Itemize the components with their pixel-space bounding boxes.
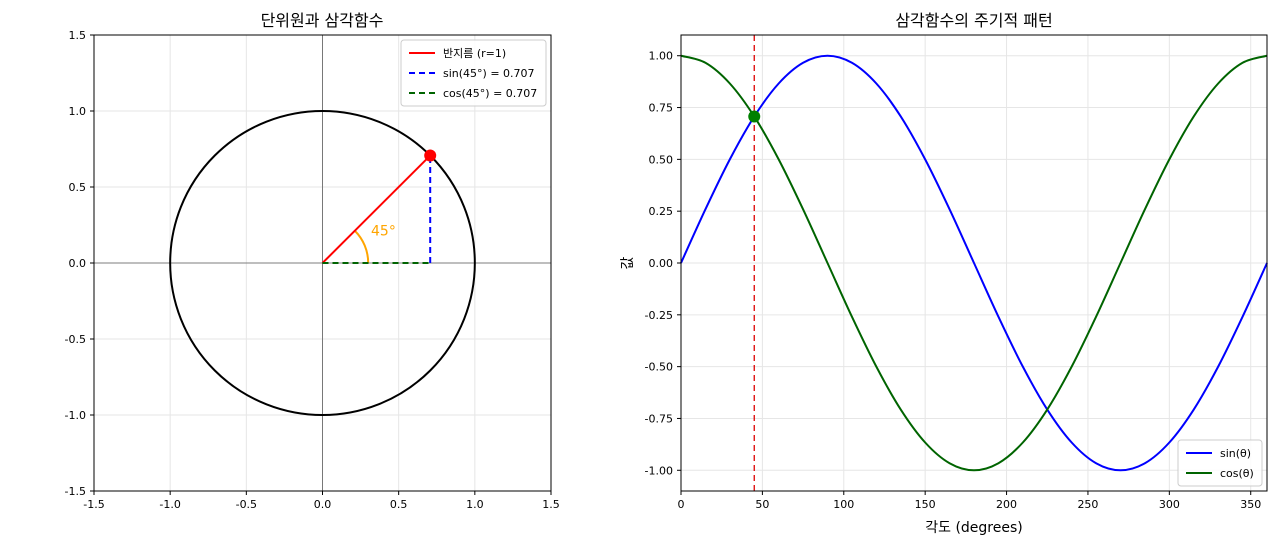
radius-line [321,154,431,264]
unit-circle-x-ticks: -1.5 -1.0 -0.5 0.0 0.5 1.0 1.5 [83,491,560,511]
unit-circle-y-ticks: -1.5 -1.0 -0.5 0.0 0.5 1.0 1.5 [65,29,94,498]
trig-wave-y-ticks: 1.00 0.75 0.50 0.25 0.00 -0.25 -0.50 -0.75 -1.00 [645,50,681,477]
x-tick-label: 0 [678,498,685,511]
unit-circle-title: 단위원과 삼각함수 [261,11,384,30]
legend-label: sin(θ) [1220,447,1251,460]
y-tick-label: -0.75 [645,412,673,425]
x-tick-label: -1.5 [83,498,104,511]
y-tick-label: 0.5 [69,181,87,194]
legend-label: cos(θ) [1220,467,1254,480]
trig-wave-panel: 삼각함수의 주기적 패턴 0 50 100 150 200 250 300 350 1.00 0… [620,11,1268,536]
unit-circle-legend: 반지름 (r=1) sin(45°) = 0.707 cos(45°) = 0.70… [400,39,547,107]
x-tick-label: 1.0 [466,498,484,511]
unit-circle-plot-area [94,35,551,491]
legend-box [1177,439,1263,487]
legend-label: 반지름 (r=1) [443,47,506,60]
x-tick-label: 1.5 [542,498,560,511]
trig-wave-x-ticks: 0 50 100 150 200 250 300 350 [678,491,1261,511]
angle-arc [354,230,370,264]
x-tick-label: 100 [833,498,854,511]
x-tick-label: 0.0 [314,498,332,511]
x-tick-label: 250 [1077,498,1098,511]
y-tick-label: -1.5 [65,485,86,498]
y-tick-label: 1.5 [69,29,87,42]
x-tick-label: 350 [1240,498,1261,511]
y-tick-label: 0.25 [649,205,674,218]
x-tick-label: 0.5 [390,498,408,511]
trig-wave-legend: sin(θ) cos(θ) [1177,439,1263,487]
unit-circle-panel: 단위원과 삼각함수 -1.5 -1.0 -0.5 0.0 0.5 1.0 1.5 -1.5-… [65,11,560,511]
x-tick-label: -1.0 [159,498,180,511]
y-tick-label: 0.00 [649,257,674,270]
y-tick-label: -0.5 [65,333,86,346]
x-tick-label: 300 [1159,498,1180,511]
legend-label: cos(45°) = 0.707 [443,87,537,100]
trig-wave-y-axis-label: 값 [620,256,636,269]
unit-circle [169,110,476,416]
x-tick-label: 50 [755,498,769,511]
y-tick-label: -1.00 [645,464,673,477]
y-tick-label: 0.50 [649,153,674,166]
y-tick-label: -1.0 [65,409,86,422]
legend-label: sin(45°) = 0.707 [443,67,535,80]
intersection-point [748,110,761,123]
y-tick-label: -0.50 [645,361,673,374]
trig-wave-plot-area [680,35,1268,491]
angle-annotation: 45° [371,224,396,240]
trig-wave-title: 삼각함수의 주기적 패턴 [895,11,1052,30]
y-tick-label: -0.25 [645,309,673,322]
x-tick-label: -0.5 [236,498,257,511]
sin-curve [680,54,1268,472]
legend-box [400,39,547,107]
cos-curve [680,54,1268,472]
trig-wave-x-axis-label: 각도 (degrees) [925,520,1023,536]
x-tick-label: 150 [915,498,936,511]
y-tick-label: 1.00 [649,50,674,63]
y-tick-label: 1.0 [69,105,87,118]
angle-point [424,149,437,162]
x-tick-label: 200 [996,498,1017,511]
y-tick-label: 0.75 [649,102,674,115]
y-tick-label: 0.0 [69,257,87,270]
